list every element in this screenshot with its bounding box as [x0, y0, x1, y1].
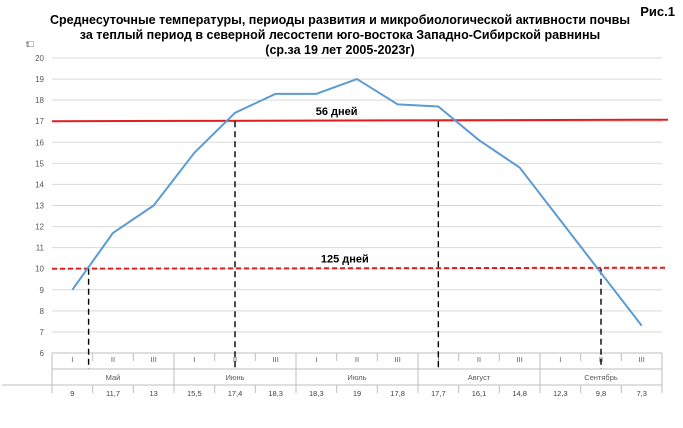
y-tick-label: 9: [40, 286, 45, 295]
y-tick-label: 16: [35, 138, 44, 147]
decade-label: II: [477, 355, 481, 364]
value-label: 14,8: [512, 389, 527, 398]
month-label: Июнь: [225, 373, 244, 382]
decade-label: III: [151, 355, 157, 364]
value-label: 16,1: [472, 389, 487, 398]
month-label: Май: [106, 373, 121, 382]
y-tick-label: 14: [35, 180, 44, 189]
value-label: 17,7: [431, 389, 446, 398]
y-tick-label: 18: [35, 96, 44, 105]
y-tick-label: 17: [35, 117, 44, 126]
y-tick-label: 8: [40, 307, 45, 316]
value-label: 18,3: [268, 389, 283, 398]
value-label: 18,3: [309, 389, 324, 398]
decade-label: I: [315, 355, 317, 364]
chart-title-line-2: за теплый период в северной лесостепи юг…: [79, 28, 601, 42]
y-tick-label: 13: [35, 202, 44, 211]
chart-title-line-1: Среднесуточные температуры, периоды разв…: [49, 13, 631, 27]
series-line: [71, 78, 643, 327]
value-label: 12,3: [553, 389, 568, 398]
decade-label: II: [355, 355, 359, 364]
value-label: 17,4: [228, 389, 243, 398]
period-label: 125 дней: [321, 254, 369, 266]
decade-label: II: [233, 355, 237, 364]
value-label: 9: [70, 389, 74, 398]
decade-label: III: [395, 355, 401, 364]
value-label: 17,8: [390, 389, 405, 398]
period-label: 56 дней: [316, 106, 358, 118]
y-tick-label: 10: [35, 265, 44, 274]
month-label: Сентябрь: [584, 373, 618, 382]
y-axis-label: t□: [26, 39, 35, 49]
chart-title-line-3: (ср.за 19 лет 2005-2023г): [265, 43, 415, 57]
decade-label: I: [437, 355, 439, 364]
value-label: 11,7: [106, 389, 120, 398]
threshold-line-17: [51, 118, 669, 123]
y-tick-label: 7: [40, 328, 45, 337]
decade-label: III: [639, 355, 645, 364]
y-tick-label: 20: [35, 54, 44, 63]
y-tick-label: 15: [35, 159, 44, 168]
month-label: Июль: [347, 373, 366, 382]
decade-label: I: [71, 355, 73, 364]
decade-label: III: [517, 355, 523, 364]
threshold-line-10: [51, 266, 669, 270]
y-tick-label: 11: [36, 244, 45, 253]
value-label: 15,5: [187, 389, 202, 398]
month-label: Август: [468, 373, 491, 382]
value-label: 7,3: [636, 389, 646, 398]
decade-label: II: [111, 355, 115, 364]
y-tick-label: 6: [40, 349, 45, 358]
value-label: 13: [149, 389, 157, 398]
value-label: 9,8: [596, 389, 606, 398]
chart-title: Среднесуточные температуры, периоды разв…: [40, 13, 640, 58]
y-tick-label: 12: [35, 223, 44, 232]
value-label: 19: [353, 389, 361, 398]
y-tick-label: 19: [35, 75, 44, 84]
decade-label: I: [193, 355, 195, 364]
decade-label: III: [273, 355, 279, 364]
figure-label: Рис.1: [640, 4, 675, 19]
decade-label: I: [559, 355, 561, 364]
